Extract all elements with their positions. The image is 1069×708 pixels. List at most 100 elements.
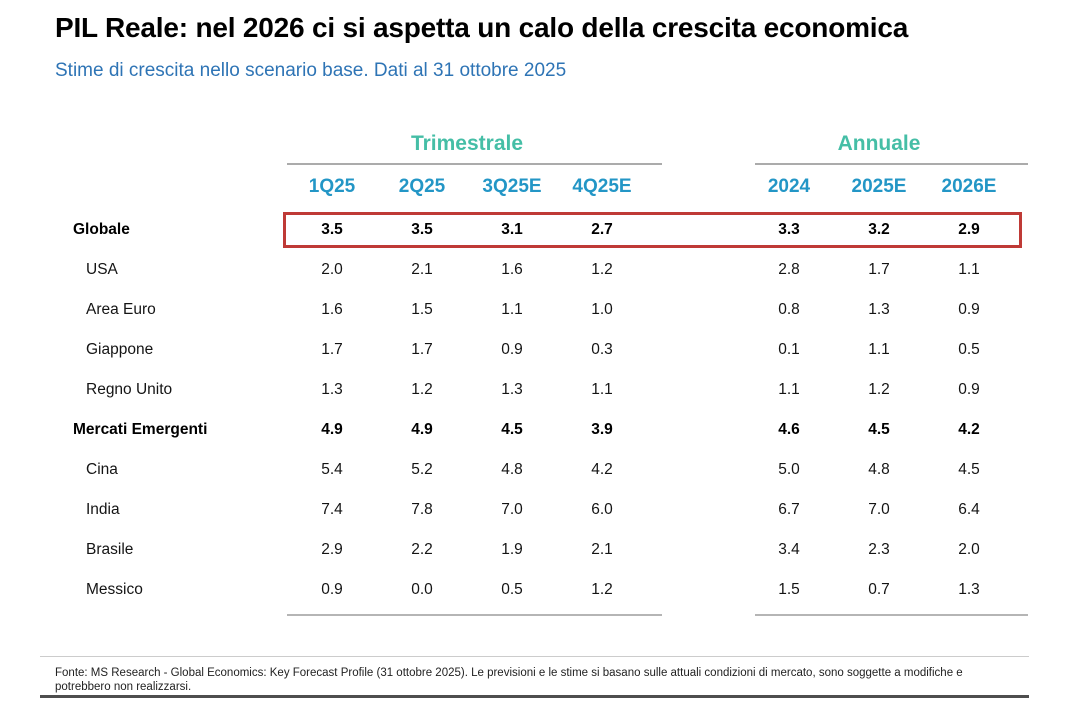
value-cell: 1.2 xyxy=(868,381,890,398)
value-cell: 4.6 xyxy=(778,421,800,438)
table-row-usa: USA 2.0 2.1 1.6 1.2 2.8 1.7 1.1 xyxy=(55,250,1028,290)
value-cell: 3.1 xyxy=(501,221,523,238)
value-cell: 1.3 xyxy=(958,581,980,598)
value-cell: 5.0 xyxy=(778,461,800,478)
quarterly-values: 7.4 7.8 7.0 6.0 xyxy=(287,490,647,530)
source-footnote: Fonte: MS Research - Global Economics: K… xyxy=(55,667,963,693)
row-label: Giappone xyxy=(86,341,154,358)
value-cell: 1.6 xyxy=(321,301,343,318)
annual-values: 2.8 1.7 1.1 xyxy=(744,250,1014,290)
value-cell: 0.9 xyxy=(321,581,343,598)
column-header: 2026E xyxy=(941,176,997,197)
row-label: USA xyxy=(86,261,118,278)
quarterly-values: 3.5 3.5 3.1 2.7 xyxy=(287,210,647,250)
value-cell: 1.2 xyxy=(591,261,613,278)
value-cell: 6.7 xyxy=(778,501,800,518)
row-label: Regno Unito xyxy=(86,381,173,398)
table-row-brasile: Brasile 2.9 2.2 1.9 2.1 3.4 2.3 2.0 xyxy=(55,530,1028,570)
group-underline-annuale xyxy=(755,163,1028,165)
value-cell: 3.5 xyxy=(411,221,433,238)
value-cell: 3.9 xyxy=(591,421,613,438)
table-row-mercati-emergenti: Mercati Emergenti 4.9 4.9 4.5 3.9 4.6 4.… xyxy=(55,410,1028,450)
row-label: Globale xyxy=(73,221,130,238)
quarterly-values: 1.7 1.7 0.9 0.3 xyxy=(287,330,647,370)
value-cell: 0.3 xyxy=(591,341,613,358)
value-cell: 5.4 xyxy=(321,461,343,478)
table-row-regno-unito: Regno Unito 1.3 1.2 1.3 1.1 1.1 1.2 0.9 xyxy=(55,370,1028,410)
value-cell: 0.7 xyxy=(868,581,890,598)
value-cell: 2.9 xyxy=(958,221,980,238)
value-cell: 7.0 xyxy=(868,501,890,518)
value-cell: 1.2 xyxy=(591,581,613,598)
row-label: India xyxy=(86,501,120,518)
page-title: PIL Reale: nel 2026 ci si aspetta un cal… xyxy=(55,12,909,43)
column-header: 3Q25E xyxy=(482,176,542,197)
value-cell: 1.6 xyxy=(501,261,523,278)
value-cell: 2.8 xyxy=(778,261,800,278)
value-cell: 5.2 xyxy=(411,461,433,478)
quarterly-values: 5.4 5.2 4.8 4.2 xyxy=(287,450,647,490)
column-header: 4Q25E xyxy=(572,176,632,197)
bottom-rule-trimestrale xyxy=(287,614,662,616)
value-cell: 2.7 xyxy=(591,221,613,238)
value-cell: 1.3 xyxy=(321,381,343,398)
value-cell: 1.7 xyxy=(411,341,433,358)
annual-values: 1.1 1.2 0.9 xyxy=(744,370,1014,410)
quarterly-values: 1.6 1.5 1.1 1.0 xyxy=(287,290,647,330)
value-cell: 1.7 xyxy=(868,261,890,278)
value-cell: 1.1 xyxy=(958,261,980,278)
column-header: 1Q25 xyxy=(308,176,356,197)
annual-values: 0.1 1.1 0.5 xyxy=(744,330,1014,370)
value-cell: 0.9 xyxy=(501,341,523,358)
annual-values: 3.4 2.3 2.0 xyxy=(744,530,1014,570)
value-cell: 6.4 xyxy=(958,501,980,518)
annual-values: 6.7 7.0 6.4 xyxy=(744,490,1014,530)
quarterly-values: 1.3 1.2 1.3 1.1 xyxy=(287,370,647,410)
value-cell: 2.1 xyxy=(591,541,613,558)
value-cell: 2.3 xyxy=(868,541,890,558)
quarterly-values: 2.9 2.2 1.9 2.1 xyxy=(287,530,647,570)
annual-values: 5.0 4.8 4.5 xyxy=(744,450,1014,490)
quarterly-values: 0.9 0.0 0.5 1.2 xyxy=(287,570,647,610)
value-cell: 1.1 xyxy=(868,341,890,358)
row-label: Brasile xyxy=(86,541,134,558)
table-row-giappone: Giappone 1.7 1.7 0.9 0.3 0.1 1.1 0.5 xyxy=(55,330,1028,370)
value-cell: 3.2 xyxy=(868,221,890,238)
page-subtitle: Stime di crescita nello scenario base. D… xyxy=(55,60,567,81)
value-cell: 3.5 xyxy=(321,221,343,238)
value-cell: 3.4 xyxy=(778,541,800,558)
group-underline-trimestrale xyxy=(287,163,662,165)
value-cell: 2.1 xyxy=(411,261,433,278)
value-cell: 2.9 xyxy=(321,541,343,558)
group-header-annuale: Annuale xyxy=(837,132,921,155)
value-cell: 6.0 xyxy=(591,501,613,518)
value-cell: 0.8 xyxy=(778,301,800,318)
value-cell: 2.0 xyxy=(321,261,343,278)
table-row-messico: Messico 0.9 0.0 0.5 1.2 1.5 0.7 1.3 xyxy=(55,570,1028,610)
value-cell: 0.5 xyxy=(501,581,523,598)
footer-bar xyxy=(40,695,1029,698)
value-cell: 1.1 xyxy=(778,381,800,398)
value-cell: 0.5 xyxy=(958,341,980,358)
value-cell: 4.5 xyxy=(958,461,980,478)
table-body: Globale 3.5 3.5 3.1 2.7 3.3 3.2 2.9 USA … xyxy=(55,210,1028,610)
quarterly-values: 4.9 4.9 4.5 3.9 xyxy=(287,410,647,450)
value-cell: 1.7 xyxy=(321,341,343,358)
value-cell: 0.1 xyxy=(778,341,800,358)
annual-values: 0.8 1.3 0.9 xyxy=(744,290,1014,330)
row-label: Messico xyxy=(86,581,143,598)
highlight-box xyxy=(283,212,1022,248)
value-cell: 0.0 xyxy=(411,581,433,598)
table-row-area-euro: Area Euro 1.6 1.5 1.1 1.0 0.8 1.3 0.9 xyxy=(55,290,1028,330)
value-cell: 1.0 xyxy=(591,301,613,318)
column-header: 2Q25 xyxy=(398,176,446,197)
value-cell: 1.5 xyxy=(778,581,800,598)
value-cell: 4.9 xyxy=(411,421,433,438)
value-cell: 0.9 xyxy=(958,381,980,398)
value-cell: 1.3 xyxy=(501,381,523,398)
row-label: Mercati Emergenti xyxy=(73,421,208,438)
annual-values: 1.5 0.7 1.3 xyxy=(744,570,1014,610)
table-row-globale: Globale 3.5 3.5 3.1 2.7 3.3 3.2 2.9 xyxy=(55,210,1028,250)
value-cell: 1.1 xyxy=(591,381,613,398)
